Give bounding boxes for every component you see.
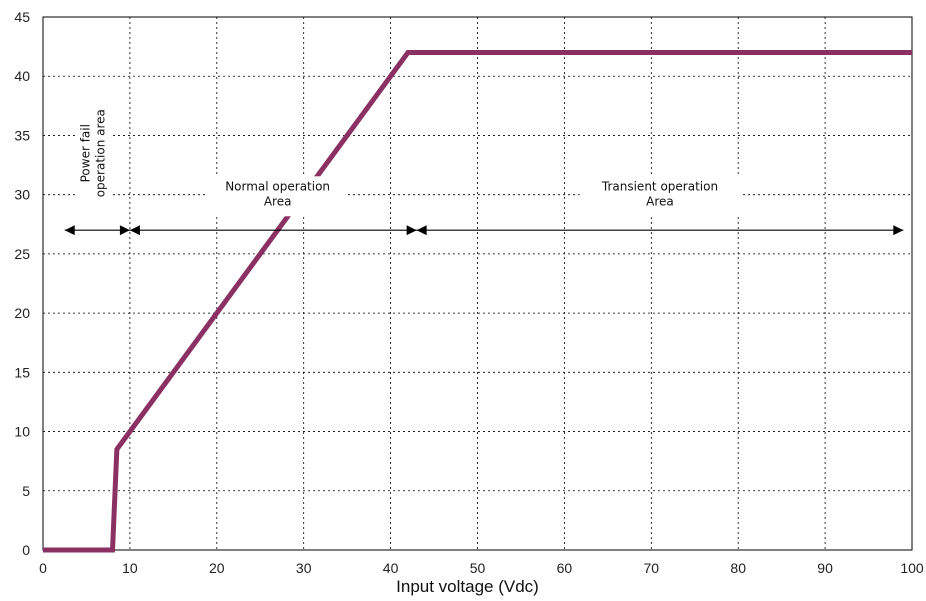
series-line xyxy=(43,50,912,553)
series-layer xyxy=(43,50,912,553)
y-tick-label: 45 xyxy=(14,9,30,25)
region-label-line: Area xyxy=(646,194,674,208)
y-tick-label: 25 xyxy=(14,246,30,262)
y-tick-label: 30 xyxy=(14,187,30,203)
x-tick-label: 100 xyxy=(900,560,924,576)
y-tick-label: 35 xyxy=(14,127,30,143)
x-tick-label: 60 xyxy=(557,560,573,576)
y-tick-label: 0 xyxy=(22,542,30,558)
region-label-line: Normal operation xyxy=(225,179,330,193)
grid xyxy=(43,17,912,550)
x-axis-label: Input voltage (Vdc) xyxy=(396,577,539,596)
x-tick-label: 90 xyxy=(817,560,833,576)
x-tick-label: 10 xyxy=(122,560,138,576)
x-tick-label: 80 xyxy=(730,560,746,576)
y-tick-label: 20 xyxy=(14,305,30,321)
region-label-background xyxy=(579,176,741,217)
plot-frame xyxy=(42,16,913,551)
region-label-background xyxy=(208,176,348,217)
x-tick-label: 20 xyxy=(209,560,225,576)
region-label-line: Area xyxy=(264,194,292,208)
x-tick-label: 70 xyxy=(644,560,660,576)
region-label-background xyxy=(75,107,112,200)
x-tick-label: 0 xyxy=(39,560,47,576)
region-label-line: operation area xyxy=(93,109,107,197)
y-tick-label: 10 xyxy=(14,424,30,440)
region-label-line: Power fail xyxy=(78,124,92,182)
region-label: Power fail operation area xyxy=(75,107,112,200)
y-tick-label: 5 xyxy=(22,483,30,499)
x-tick-label: 30 xyxy=(296,560,312,576)
tick-labels: 0 10 20 30 40 50 60 70 80 90 100 0 5 10 15 20 25 30 35 40 45 xyxy=(14,9,923,576)
x-tick-label: 50 xyxy=(470,560,486,576)
y-tick-label: 40 xyxy=(14,68,30,84)
x-tick-label: 40 xyxy=(383,560,399,576)
annotations: Power fail operation area Normal operation… xyxy=(64,107,904,236)
region-label-line: Transient operation xyxy=(601,179,718,193)
y-tick-label: 15 xyxy=(14,364,30,380)
